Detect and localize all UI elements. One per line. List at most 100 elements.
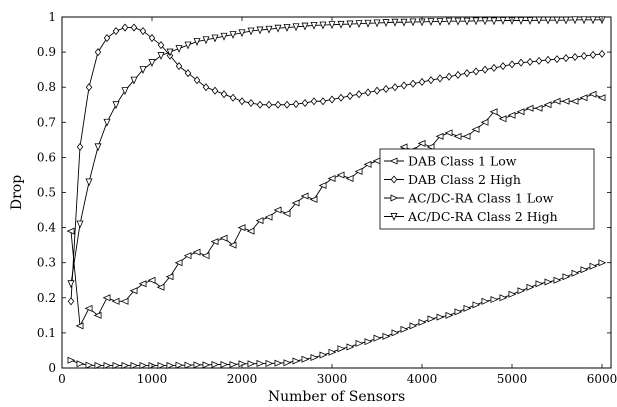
- legend-label-acdc-ra-class-1-low: AC/DC-RA Class 1 Low: [407, 190, 554, 205]
- series-layer: [66, 16, 607, 370]
- data-point: [337, 20, 345, 29]
- data-point: [67, 280, 75, 289]
- data-point: [85, 83, 93, 92]
- data-point: [148, 34, 156, 43]
- data-point: [229, 360, 238, 368]
- data-point: [202, 36, 210, 45]
- x-tick-label: 3000: [317, 372, 348, 386]
- data-point: [373, 86, 381, 95]
- data-point: [210, 238, 219, 246]
- data-point: [445, 17, 453, 26]
- data-point: [229, 31, 237, 39]
- data-point: [184, 41, 192, 50]
- data-point: [409, 322, 418, 330]
- data-point: [499, 62, 507, 71]
- data-point: [427, 18, 435, 26]
- data-point: [67, 297, 75, 306]
- data-point: [175, 62, 183, 71]
- data-point: [346, 343, 355, 351]
- data-point: [220, 360, 229, 368]
- data-point: [562, 273, 571, 281]
- data-point: [481, 17, 489, 26]
- data-point: [265, 100, 273, 109]
- data-point: [247, 27, 255, 36]
- data-point: [265, 25, 273, 34]
- data-point: [238, 29, 246, 38]
- y-tick-label: 0.1: [37, 326, 56, 340]
- data-point: [355, 20, 363, 29]
- data-point: [211, 360, 220, 368]
- data-point: [472, 67, 480, 76]
- data-point: [256, 26, 264, 35]
- data-point: [391, 83, 399, 92]
- data-point: [346, 91, 354, 101]
- data-point: [526, 57, 534, 66]
- legend-marker: [390, 194, 399, 202]
- data-point: [526, 17, 534, 25]
- data-point: [364, 19, 372, 28]
- data-point: [517, 17, 525, 25]
- data-point: [337, 345, 346, 353]
- data-point: [544, 55, 552, 64]
- data-point: [237, 224, 246, 232]
- data-point: [355, 339, 364, 347]
- data-point: [76, 220, 84, 229]
- data-point: [247, 360, 256, 368]
- data-point: [111, 297, 120, 305]
- data-point: [337, 93, 345, 102]
- data-point: [273, 206, 282, 214]
- data-point: [157, 362, 166, 370]
- x-tick-label: 0: [58, 372, 66, 386]
- data-point: [139, 26, 147, 36]
- data-point: [184, 69, 192, 78]
- data-point: [319, 351, 328, 359]
- data-point: [561, 97, 570, 105]
- data-point: [292, 23, 300, 32]
- data-point: [283, 359, 292, 367]
- data-point: [229, 93, 237, 102]
- data-point: [274, 100, 282, 109]
- data-point: [129, 287, 138, 295]
- data-point: [220, 90, 228, 99]
- data-point: [75, 322, 84, 330]
- data-point: [597, 94, 606, 102]
- data-point: [336, 171, 345, 179]
- data-point: [310, 97, 318, 106]
- data-point: [435, 132, 444, 140]
- data-point: [166, 362, 175, 370]
- data-point: [417, 139, 426, 147]
- data-point: [373, 19, 381, 28]
- data-point: [517, 58, 525, 67]
- x-tick-label: 2000: [227, 372, 258, 386]
- data-point: [418, 318, 427, 326]
- data-point: [589, 262, 598, 270]
- data-point: [301, 355, 310, 363]
- data-point: [94, 48, 102, 57]
- data-point: [66, 227, 75, 235]
- data-point: [553, 276, 562, 284]
- series-1: [67, 23, 606, 306]
- y-tick-label: 0.5: [37, 186, 56, 200]
- data-point: [463, 17, 471, 26]
- data-point: [292, 357, 301, 365]
- data-point: [85, 178, 93, 187]
- data-point: [588, 90, 597, 98]
- y-axis: 0 0.1 0.2 0.3 0.4 0.5 0.6 0.7 0.8 0.9 1: [37, 10, 611, 375]
- data-point: [327, 174, 336, 182]
- data-point: [220, 32, 228, 41]
- data-point: [526, 283, 535, 291]
- data-point: [183, 252, 192, 260]
- data-point: [211, 86, 219, 95]
- data-point: [453, 132, 462, 140]
- y-tick-label: 0.9: [37, 45, 56, 59]
- data-point: [598, 259, 607, 267]
- data-point: [364, 88, 372, 97]
- data-point: [345, 174, 354, 182]
- data-point: [301, 22, 309, 31]
- data-point: [472, 17, 480, 26]
- data-point: [112, 101, 120, 110]
- data-point: [112, 362, 121, 370]
- data-point: [103, 34, 111, 43]
- data-point: [507, 111, 516, 119]
- y-tick-label: 0.4: [37, 221, 56, 235]
